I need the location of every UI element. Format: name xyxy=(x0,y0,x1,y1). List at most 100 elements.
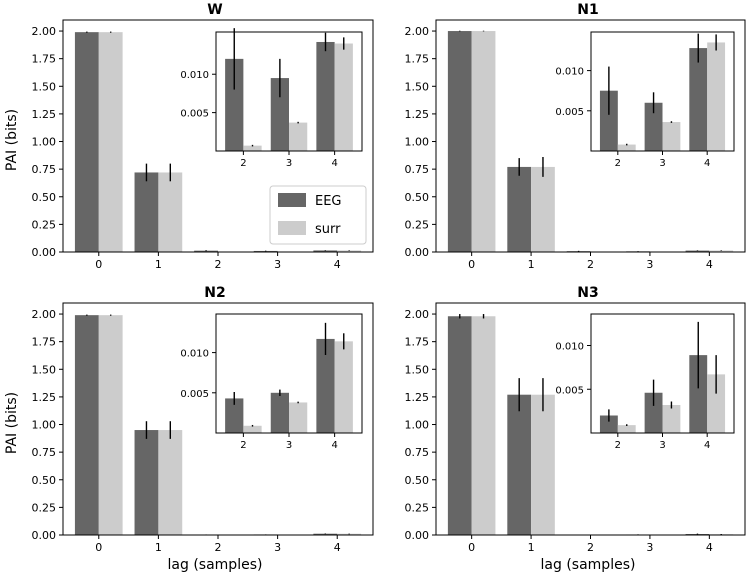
panel-n2-ytick-label-1.75: 1.75 xyxy=(32,336,57,349)
panel-n2-inset-bar-eeg-3 xyxy=(270,392,289,433)
panel-w-inset-bar-surr-3 xyxy=(289,122,308,151)
panel-n3-ytick-label-0.75: 0.75 xyxy=(405,446,430,459)
panel-n2-inset: 2 3 4 0.005 0.010 xyxy=(180,313,363,451)
panel-n2-inset-bar-eeg-4 xyxy=(316,338,335,433)
panel-n3-inset-bar-surr-4 xyxy=(707,374,726,433)
panel-n1: 0 1 2 3 4 0.00 0.25 0.50 0.75 1.00 1.25 1.50 1.75 2.0… xyxy=(405,19,746,271)
panel-n2-xtick-label-4: 4 xyxy=(334,541,341,554)
panel-n3-ytick-label-1.00: 1.00 xyxy=(405,419,430,432)
panel-n3-ytick-label-0.25: 0.25 xyxy=(405,501,430,514)
panel-n1-bar-surr-1 xyxy=(531,166,555,252)
panel-n2-ytick-label-2.00: 2.00 xyxy=(32,308,57,321)
panel-n1-inset-xtick-label-2: 2 xyxy=(615,158,621,169)
panel-n2-inset-ytick-label-0.005: 0.005 xyxy=(180,389,209,400)
panel-w-inset-bar-eeg-2 xyxy=(225,58,244,151)
panel-w-bar-eeg-1 xyxy=(134,172,159,252)
panel-w-ytick-label-2.00: 2.00 xyxy=(32,25,57,38)
panel-n2-inset-bar-surr-4 xyxy=(334,341,353,433)
panel-n3-inset-bar-surr-3 xyxy=(662,405,681,433)
panel-n1-inset-xtick-label-3: 3 xyxy=(659,158,665,169)
panel-n1-xtick-label-1: 1 xyxy=(528,258,535,271)
panel-n2-inset-xtick-label-4: 4 xyxy=(331,440,337,451)
panel-n2-ytick-label-1.00: 1.00 xyxy=(32,419,57,432)
panel-n3-xtick-label-1: 1 xyxy=(528,541,535,554)
panel-n2-ytick-label-0.50: 0.50 xyxy=(32,474,57,487)
panel-w-inset-xtick-label-3: 3 xyxy=(286,158,292,169)
panel-n1-xtick-label-2: 2 xyxy=(587,258,594,271)
panel-n3-inset-bar-eeg-4 xyxy=(689,355,708,433)
panel-n1-ytick-label-2.00: 2.00 xyxy=(405,25,430,38)
panel-n3-xtick-label-4: 4 xyxy=(706,541,713,554)
panel-w-ytick-label-1.25: 1.25 xyxy=(32,108,57,121)
panel-n3-ytick-label-0.50: 0.50 xyxy=(405,474,430,487)
panel-n3-ytick-label-1.75: 1.75 xyxy=(405,336,430,349)
panel-n1-xtick-label-4: 4 xyxy=(706,258,713,271)
panel-n3-xtick-label-3: 3 xyxy=(646,541,653,554)
legend-swatch-surr xyxy=(278,221,306,235)
panel-w-ytick-label-0.75: 0.75 xyxy=(32,163,57,176)
panel-w: 0 1 2 3 4 0.00 0.25 0.50 0.75 1.00 1.25 1.50 1.75 2.0… xyxy=(32,19,374,271)
panel-n1-bar-surr-4 xyxy=(709,250,734,252)
panel-n2-xtick-label-1: 1 xyxy=(155,541,162,554)
panel-n3-inset-bar-surr-2 xyxy=(617,425,636,433)
panel-w-bar-eeg-2 xyxy=(194,250,218,252)
panel-w-bar-surr-0 xyxy=(98,32,123,253)
panel-n1-inset-bar-surr-3 xyxy=(662,122,681,151)
panel-n3-inset-bar-eeg-2 xyxy=(599,415,618,433)
legend-swatch-eeg xyxy=(278,193,306,207)
panel-n3-ytick-label-1.25: 1.25 xyxy=(405,391,430,404)
ylabel-bottom: PAI (bits) xyxy=(4,392,20,454)
legend-label-surr: surr xyxy=(315,222,341,237)
panel-n2-inset-xtick-label-2: 2 xyxy=(240,440,246,451)
panel-n1-bar-surr-0 xyxy=(471,31,496,252)
panel-n1-ytick-label-1.75: 1.75 xyxy=(405,53,430,66)
panel-n2-bar-surr-0 xyxy=(98,315,123,535)
panel-w-ytick-label-0.00: 0.00 xyxy=(32,246,57,259)
panel-n2-bar-eeg-1 xyxy=(134,430,159,535)
panel-n3-ytick-label-1.50: 1.50 xyxy=(405,363,430,376)
xlabel-right: lag (samples) xyxy=(541,557,636,573)
panel-w-inset-ytick-label-0.010: 0.010 xyxy=(180,70,209,81)
panel-w-inset-bar-eeg-3 xyxy=(270,78,289,151)
panel-n2-inset-ytick-label-0.010: 0.010 xyxy=(180,349,209,360)
panel-w-bar-surr-4 xyxy=(337,250,362,252)
panel-n1-inset: 2 3 4 0.005 0.010 xyxy=(555,31,735,169)
legend-label-eeg: EEG xyxy=(315,194,342,209)
panel-w-inset-xtick-label-4: 4 xyxy=(331,158,337,169)
panel-w-ytick-label-1.75: 1.75 xyxy=(32,53,57,66)
panel-n3-inset-xtick-label-4: 4 xyxy=(704,440,710,451)
panel-w-xtick-label-4: 4 xyxy=(334,258,341,271)
panel-n1-inset-bar-surr-4 xyxy=(707,42,726,152)
panel-title-n2: N2 xyxy=(204,285,225,301)
panel-n2: 0 1 2 3 4 0.00 0.25 0.50 0.75 1.00 1.25 1.50 1.75 2.0… xyxy=(32,302,374,554)
panel-w-bar-eeg-3 xyxy=(253,250,278,252)
panel-w-inset-ytick-label-0.005: 0.005 xyxy=(180,109,209,120)
panel-title-n3: N3 xyxy=(577,285,598,301)
panel-w-ytick-label-0.25: 0.25 xyxy=(32,218,57,231)
panel-n2-inset-bar-surr-3 xyxy=(289,402,308,433)
panel-n1-ytick-label-0.75: 0.75 xyxy=(405,163,430,176)
panel-n1-ytick-label-0.25: 0.25 xyxy=(405,218,430,231)
panel-w-inset-bar-eeg-4 xyxy=(316,41,335,151)
ylabel-top: PAI (bits) xyxy=(4,109,20,171)
panel-n2-ytick-label-0.75: 0.75 xyxy=(32,446,57,459)
panel-n1-bar-eeg-0 xyxy=(447,31,472,252)
panel-n2-inset-bar-eeg-2 xyxy=(225,398,244,433)
panel-n1-xtick-label-0: 0 xyxy=(468,258,475,271)
panel-w-xtick-label-2: 2 xyxy=(215,258,222,271)
panel-w-bar-eeg-4 xyxy=(313,250,338,252)
panel-w-xtick-label-3: 3 xyxy=(274,258,281,271)
panel-n2-bar-eeg-4 xyxy=(313,533,338,535)
panel-n1-xtick-label-3: 3 xyxy=(646,258,653,271)
panel-w-ytick-label-1.50: 1.50 xyxy=(32,80,57,93)
panel-n2-ytick-label-0.00: 0.00 xyxy=(32,529,57,542)
panel-n3-inset-bar-eeg-3 xyxy=(644,392,663,433)
panel-n3-inset-ytick-label-0.005: 0.005 xyxy=(555,385,584,396)
panel-n2-ytick-label-1.25: 1.25 xyxy=(32,391,57,404)
panel-n1-inset-ytick-label-0.010: 0.010 xyxy=(555,67,584,78)
panel-n1-inset-bar-surr-2 xyxy=(617,144,636,151)
panel-n2-bar-surr-1 xyxy=(158,430,183,535)
panel-n2-inset-xtick-label-3: 3 xyxy=(286,440,292,451)
panel-n3-xtick-label-2: 2 xyxy=(587,541,594,554)
